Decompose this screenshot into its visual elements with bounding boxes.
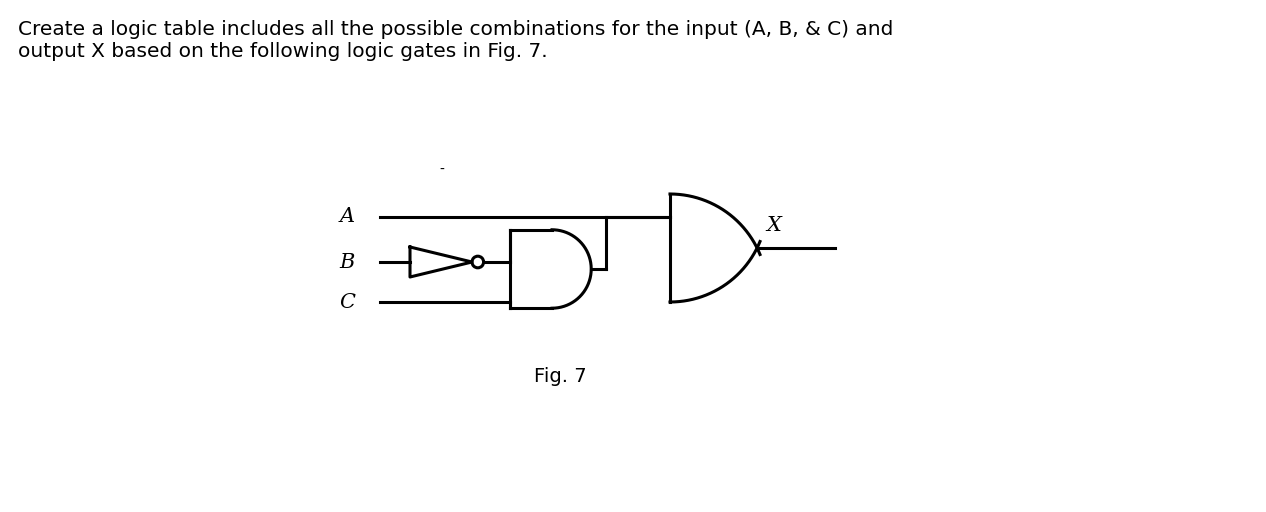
Text: C: C xyxy=(339,292,354,311)
Text: A: A xyxy=(339,207,354,226)
Text: B: B xyxy=(339,252,354,271)
Text: Create a logic table includes all the possible combinations for the input (A, B,: Create a logic table includes all the po… xyxy=(18,20,894,61)
Text: Fig. 7: Fig. 7 xyxy=(534,368,586,387)
Text: X: X xyxy=(766,217,781,236)
Text: -: - xyxy=(439,163,444,177)
